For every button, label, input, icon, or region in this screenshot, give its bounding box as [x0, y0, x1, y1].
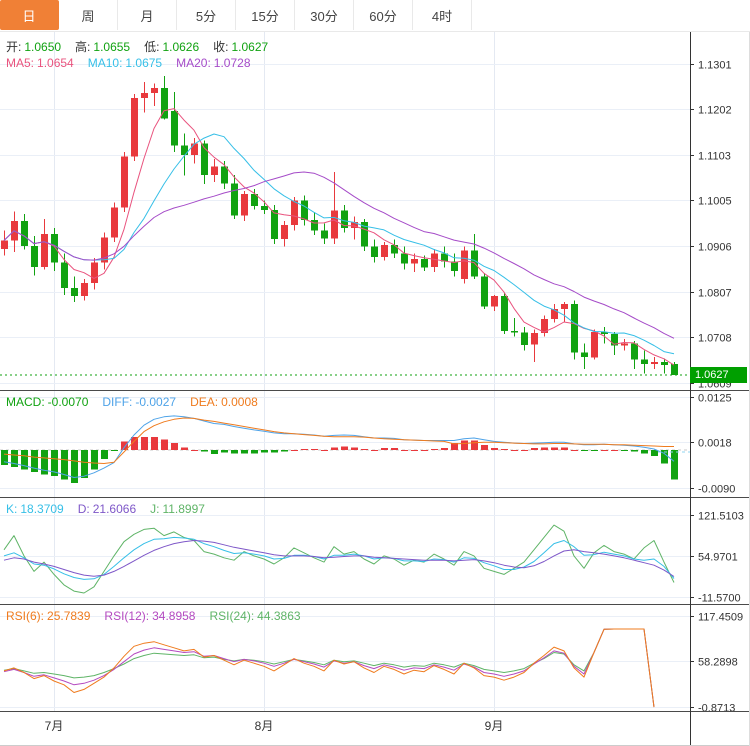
- ma5-label: MA5:: [6, 56, 35, 70]
- tab-day[interactable]: 日: [0, 0, 59, 30]
- x-axis-label-august: 8月: [254, 719, 274, 733]
- tab-week[interactable]: 周: [59, 0, 118, 30]
- tab-30min[interactable]: 30分: [295, 0, 354, 30]
- svg-text:121.5103: 121.5103: [698, 511, 744, 523]
- ma20-value: 1.0728: [213, 56, 251, 70]
- x-axis-label-september: 9月: [484, 719, 504, 733]
- dea-value: 0.0008: [221, 395, 258, 409]
- rsi12-label: RSI(12):: [104, 609, 150, 623]
- low-value: 1.0626: [162, 39, 200, 54]
- low-label: 低:: [144, 40, 160, 54]
- rsi24-value: 44.3863: [257, 609, 301, 623]
- diff-value: -0.0027: [135, 395, 177, 409]
- ma5-value: 1.0654: [37, 56, 74, 70]
- open-value: 1.0650: [24, 39, 62, 54]
- k-value: 18.3709: [20, 502, 64, 516]
- svg-text:0.0125: 0.0125: [698, 393, 732, 405]
- macd-value: -0.0070: [47, 395, 89, 409]
- rsi-legend: RSI(6): 25.7839 RSI(12): 34.8958 RSI(24): 4…: [6, 609, 301, 623]
- k-label: K:: [6, 502, 18, 516]
- close-value: 1.0627: [231, 39, 269, 54]
- ma10-value: 1.0675: [125, 56, 163, 70]
- svg-text:58.2898: 58.2898: [698, 657, 738, 669]
- svg-text:-0.8713: -0.8713: [698, 703, 735, 715]
- svg-text:-11.5700: -11.5700: [698, 593, 741, 605]
- j-label: J:: [150, 502, 160, 516]
- ma10-label: MA10:: [87, 56, 123, 70]
- svg-text:1.0906: 1.0906: [698, 242, 732, 254]
- tab-5min[interactable]: 5分: [177, 0, 236, 30]
- high-label: 高:: [75, 40, 91, 54]
- diff-label: DIFF:: [102, 395, 133, 409]
- high-value: 1.0655: [93, 39, 131, 54]
- svg-text:1.0708: 1.0708: [698, 333, 732, 345]
- rsi6-label: RSI(6):: [6, 609, 45, 623]
- tab-month[interactable]: 月: [118, 0, 177, 30]
- ohlc-legend: 开: 1.0650 高: 1.0655 低: 1.0626 收: 1.0627: [6, 38, 268, 55]
- svg-text:1.1202: 1.1202: [698, 105, 732, 117]
- tab-4hour[interactable]: 4时: [413, 0, 472, 30]
- svg-text:1.1103: 1.1103: [698, 151, 731, 163]
- svg-text:0.0018: 0.0018: [698, 438, 732, 450]
- svg-text:117.4509: 117.4509: [698, 612, 743, 624]
- close-label: 收:: [213, 40, 229, 54]
- svg-text:1.1005: 1.1005: [698, 196, 732, 208]
- kdj-legend: K: 18.3709 D: 21.6066 J: 11.8997: [6, 502, 205, 516]
- ma-legend: MA5: 1.0654 MA10: 1.0675 MA20: 1.0728: [6, 56, 251, 70]
- rsi24-label: RSI(24):: [209, 609, 255, 623]
- tab-60min[interactable]: 60分: [354, 0, 413, 30]
- open-label: 开:: [6, 40, 22, 54]
- svg-text:-0.0090: -0.0090: [698, 484, 735, 496]
- j-value: 11.8997: [162, 502, 205, 516]
- dea-label: DEA:: [190, 395, 219, 409]
- svg-text:54.9701: 54.9701: [698, 552, 738, 564]
- ma20-label: MA20:: [176, 56, 211, 70]
- rsi6-value: 25.7839: [47, 609, 91, 623]
- d-value: 21.6066: [92, 502, 137, 516]
- period-tabbar: 日 周 月 5分 15分 30分 60分 4时: [0, 0, 750, 32]
- rsi12-value: 34.8958: [152, 609, 196, 623]
- macd-legend: MACD: -0.0070 DIFF: -0.0027 DEA: 0.0008: [6, 395, 258, 409]
- d-label: D:: [77, 502, 90, 516]
- macd-label: MACD:: [6, 395, 45, 409]
- current-price-badge: 1.0627: [690, 367, 747, 383]
- svg-text:1.0807: 1.0807: [698, 288, 732, 300]
- x-axis-label-july: 7月: [44, 719, 64, 733]
- svg-text:1.1301: 1.1301: [698, 60, 732, 72]
- tab-15min[interactable]: 15分: [236, 0, 295, 30]
